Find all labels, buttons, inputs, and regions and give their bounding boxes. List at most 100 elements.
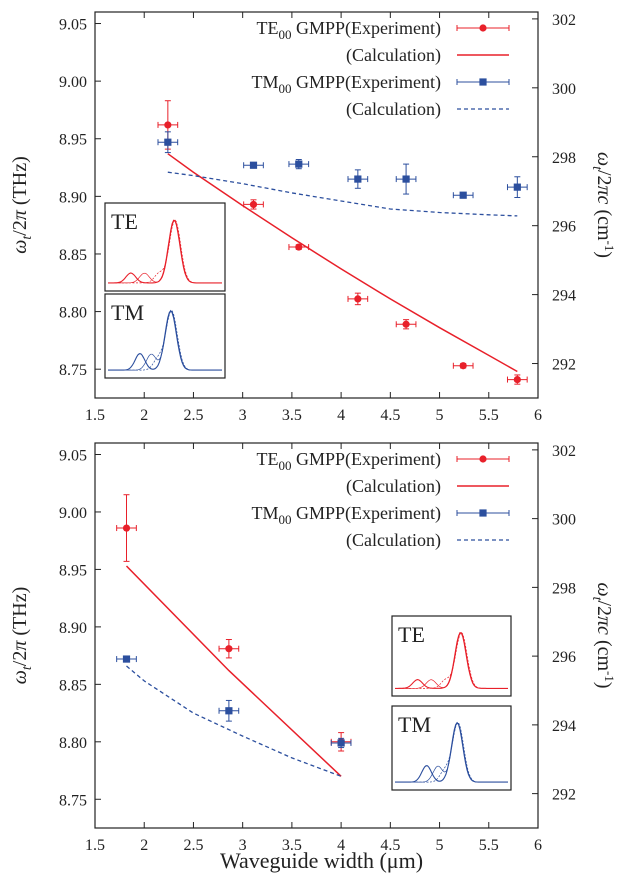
circle-marker (225, 645, 233, 653)
tm-spectrum-inset: TM (104, 293, 226, 379)
x-tick-label: 2.5 (183, 407, 203, 424)
legend-label: TE00 GMPP(Experiment) (257, 18, 441, 42)
x-tick-label: 5 (436, 837, 444, 854)
tm-experiment-point (395, 163, 417, 195)
tm-experiment-point (347, 169, 369, 189)
te-experiment-point (116, 494, 137, 562)
tm-experiment-point (506, 176, 528, 199)
tm-experiment-point (218, 699, 240, 722)
inset-frame (104, 202, 226, 292)
circle-marker (459, 362, 467, 370)
x-tick-label: 3.5 (282, 837, 302, 854)
square-marker (513, 183, 521, 191)
legend-label: TE00 GMPP(Experiment) (257, 449, 441, 473)
inset-frame (391, 615, 512, 697)
circle-marker (513, 375, 521, 384)
inset-spectrum-line (108, 219, 222, 284)
te-experiment-point (395, 319, 417, 330)
inset-spectrum-line (395, 631, 508, 689)
y-tick-label: 8.95 (59, 562, 87, 579)
y-tick-label: 8.85 (59, 677, 87, 694)
te-spectrum-inset: TE (391, 615, 512, 697)
y2-tick-label: 302 (552, 12, 576, 29)
top-panel: 1.5 2 2.5 3 3.5 4 4.5 5 5.5 6 8.75 8.80 8.85 8.90 8.95… (9, 11, 617, 424)
x-tick-label: 3 (239, 407, 247, 424)
tm-spectrum-inset: TM (391, 705, 512, 791)
x-tick-label: 2 (140, 407, 148, 424)
square-marker (402, 175, 410, 183)
square-marker (459, 191, 467, 199)
y-tick-label: 8.80 (59, 735, 87, 752)
legend-tm-marker (479, 78, 487, 86)
x-tick-label: 4.5 (380, 837, 400, 854)
y-tick-label: 9.05 (59, 17, 87, 34)
x-tick-label: 1.5 (85, 407, 105, 424)
y2-tick-label: 300 (552, 81, 576, 98)
y2-tick-label: 296 (552, 649, 576, 666)
x-tick-label: 1.5 (85, 837, 105, 854)
bottom-panel: 1.5 2 2.5 3 3.5 4 4.5 5 5.5 6 8.75 8.80 8.85 8.90 8.95… (9, 442, 617, 873)
tm-calculation-line (126, 665, 342, 777)
inset-label: TM (111, 300, 144, 325)
y2-tick-label: 298 (552, 580, 576, 597)
x-tick-label: 5 (436, 407, 444, 424)
circle-marker (164, 121, 172, 129)
y2-tick-label: 294 (552, 288, 576, 305)
y2-tick-label: 302 (552, 443, 576, 460)
square-marker (354, 175, 362, 183)
y2-tick-label: 292 (552, 787, 576, 804)
x-tick-label: 4 (337, 837, 345, 854)
x-axis-label: Waveguide width (μm) (220, 848, 423, 873)
legend-tm-marker (479, 509, 487, 517)
legend-te-marker (479, 24, 487, 32)
x-tick-label: 4.5 (380, 407, 400, 424)
tm-experiment-point (243, 161, 264, 169)
te-experiment-point (506, 374, 528, 385)
plot-frame (94, 11, 539, 399)
x-tick-label: 5.5 (479, 407, 499, 424)
inset-label: TE (111, 209, 138, 234)
legend-label: TM00 GMPP(Experiment) (252, 72, 441, 96)
circle-marker (295, 243, 303, 251)
x-tick-label: 3.5 (282, 407, 302, 424)
tm-experiment-point (116, 655, 137, 663)
inset-frame (391, 705, 512, 791)
legend-te-marker (479, 455, 487, 463)
tm-experiment-point (330, 737, 352, 749)
te-experiment-point (452, 362, 474, 370)
square-marker (337, 739, 345, 747)
y2-tick-label: 292 (552, 357, 576, 374)
x-tick-label: 6 (534, 407, 542, 424)
x-tick-label: 2 (140, 837, 148, 854)
y-tick-label: 8.75 (59, 362, 87, 379)
y-tick-label: 8.80 (59, 305, 87, 322)
y-tick-label: 8.95 (59, 132, 87, 149)
te-spectrum-inset: TE (104, 202, 226, 292)
legend-label: TM00 GMPP(Experiment) (252, 503, 441, 527)
legend-label: (Calculation) (346, 99, 441, 120)
x-tick-label: 3 (239, 837, 247, 854)
circle-marker (402, 320, 410, 328)
tm-experiment-point (288, 158, 310, 170)
te-calculation-line (167, 153, 518, 373)
circle-marker (354, 295, 362, 303)
te-experiment-point (218, 639, 240, 659)
legend: TE00 GMPP(Experiment) (Calculation) TM00 G… (252, 18, 510, 120)
circle-marker (249, 200, 258, 209)
tm-calculation-line (167, 171, 518, 217)
y-axis-label: ωt/2π (THz) (9, 156, 35, 253)
y-tick-label: 9.00 (59, 505, 87, 522)
legend: TE00 GMPP(Experiment) (Calculation) TM00 G… (252, 449, 510, 551)
tm-experiment-point (452, 191, 474, 199)
square-marker (164, 138, 172, 146)
legend-label: (Calculation) (346, 530, 441, 551)
square-marker (225, 707, 233, 715)
y2-axis-label: ωt/2πc (cm-1) (589, 582, 617, 688)
y-tick-label: 8.85 (59, 247, 87, 264)
x-tick-label: 6 (534, 837, 542, 854)
inset-spectrum-line (108, 310, 222, 371)
te-experiment-point (243, 199, 264, 210)
y-axis-label: ωt/2π (THz) (9, 587, 35, 684)
y2-tick-label: 296 (552, 219, 576, 236)
